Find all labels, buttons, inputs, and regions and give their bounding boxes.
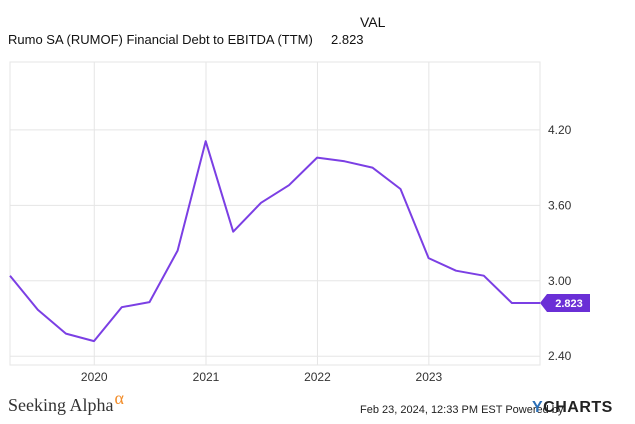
end-value-tag <box>540 294 590 313</box>
legend-series-value: 2.823 <box>331 32 364 47</box>
y-tick-label: 3.60 <box>548 198 572 212</box>
ycharts-logo: YCHARTS <box>532 399 613 417</box>
x-tick-label: 2020 <box>81 370 108 384</box>
y-tick-label: 2.40 <box>548 349 572 363</box>
ycharts-logo-y: Y <box>532 399 544 416</box>
series-line <box>9 140 540 343</box>
seeking-alpha-text: Seeking Alpha <box>8 395 114 415</box>
x-tick-label: 2022 <box>304 370 331 384</box>
ycharts-logo-text: CHARTS <box>543 399 613 416</box>
seeking-alpha-logo: Seeking Alphaα <box>8 388 124 416</box>
end-value-label: 2.823 <box>555 298 583 310</box>
alpha-symbol: α <box>114 388 124 408</box>
plot-frame <box>9 61 541 366</box>
footer-timestamp: Feb 23, 2024, 12:33 PM EST Powered by <box>360 404 564 416</box>
y-tick-label: 3.00 <box>548 274 572 288</box>
x-tick-label: 2021 <box>193 370 220 384</box>
x-tick-label: 2023 <box>416 370 443 384</box>
legend-header: VAL <box>360 14 386 30</box>
y-tick-label: 4.20 <box>548 123 572 137</box>
legend-series-name: Rumo SA (RUMOF) Financial Debt to EBITDA… <box>8 32 313 47</box>
